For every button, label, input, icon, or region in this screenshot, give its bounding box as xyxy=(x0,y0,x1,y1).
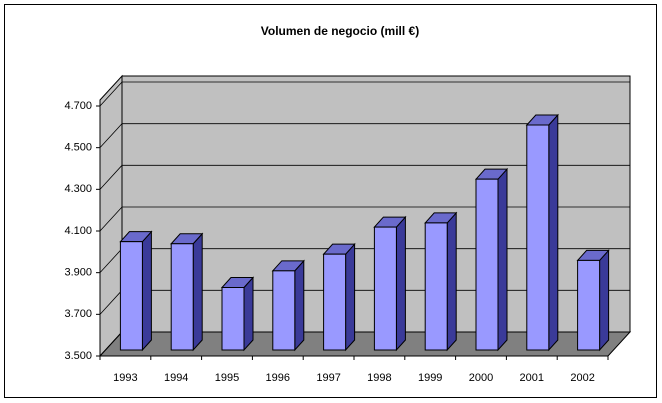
chart-title: Volumen de negocio (mill €) xyxy=(261,24,419,38)
grid-line xyxy=(99,206,630,232)
x-tick-label: 2002 xyxy=(570,372,594,384)
grid-line xyxy=(99,123,630,148)
x-tick-label: 2000 xyxy=(469,372,493,384)
bar-side xyxy=(599,249,610,352)
bar xyxy=(424,222,448,351)
bar xyxy=(272,270,296,351)
y-tick-label: 4.500 xyxy=(64,142,92,154)
y-tick-label: 4.100 xyxy=(64,225,92,237)
y-tick-label: 3.900 xyxy=(64,267,92,279)
y-tick-label: 4.300 xyxy=(64,183,92,195)
bar-side xyxy=(548,113,559,352)
x-tick-label: 2001 xyxy=(520,372,544,384)
x-tick-label: 1997 xyxy=(316,372,340,384)
bar-side xyxy=(192,232,203,352)
bar-side xyxy=(294,259,305,352)
bar xyxy=(170,243,194,351)
bar xyxy=(526,124,550,351)
bar-side xyxy=(141,230,152,352)
x-tick-label: 1999 xyxy=(418,372,442,384)
bar xyxy=(577,259,601,351)
grid-line xyxy=(99,81,630,107)
grid-line xyxy=(99,164,630,190)
bar xyxy=(373,226,397,351)
bar xyxy=(221,287,245,351)
x-tick-label: 1993 xyxy=(113,372,137,384)
y-tick-label: 4.700 xyxy=(64,100,92,112)
bar-side xyxy=(345,242,356,352)
bar-side xyxy=(497,167,508,352)
bar xyxy=(119,241,143,351)
side-wall xyxy=(99,74,123,358)
x-tick-label: 1995 xyxy=(215,372,239,384)
y-tick-label: 3.700 xyxy=(64,308,92,320)
bar xyxy=(323,253,347,351)
x-tick-label: 1994 xyxy=(164,372,188,384)
bar-side xyxy=(243,276,254,352)
bar-side xyxy=(395,215,406,352)
x-tick-label: 1996 xyxy=(266,372,290,384)
bar-side xyxy=(446,211,457,352)
x-tick-label: 1998 xyxy=(367,372,391,384)
y-tick-label: 3.500 xyxy=(64,350,92,362)
bar xyxy=(475,178,499,351)
